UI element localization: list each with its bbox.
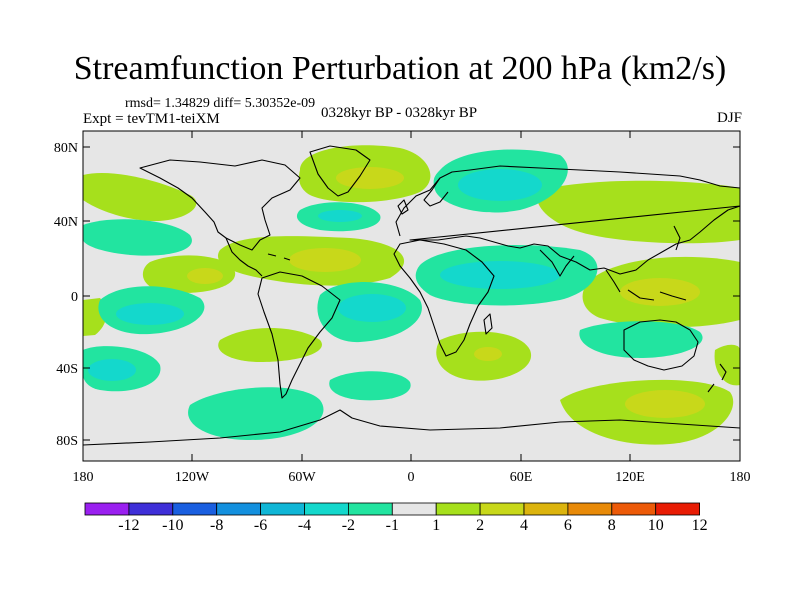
anomaly-positive-north-pacific xyxy=(83,172,197,222)
lat-label-80n: 80N xyxy=(54,141,78,156)
colorbar-box xyxy=(611,502,657,516)
lon-label-0: 0 xyxy=(408,470,415,485)
colorbar-label: 6 xyxy=(563,517,572,534)
colorbar-box xyxy=(216,502,261,516)
anomaly-positive-core-south-africa xyxy=(474,347,502,361)
period-label: 0328kyr BP - 0328kyr BP xyxy=(321,105,478,121)
colorbar-box xyxy=(655,502,701,516)
anomaly-positive-south-atlantic xyxy=(218,327,322,362)
coastline-north-america xyxy=(139,159,301,251)
coastline-central-america xyxy=(225,237,263,277)
colorbar-box xyxy=(435,502,481,516)
experiment-label: Expt = tevTM1-teiXM xyxy=(83,111,220,127)
field-layer xyxy=(83,131,740,461)
stats-text: rmsd= 1.34829 diff= 5.30352e-09 xyxy=(125,96,316,111)
anomaly-negative-core-tropical-pacific xyxy=(116,303,184,325)
coastline-india xyxy=(539,249,575,277)
anomaly-positive-far-southeast xyxy=(714,344,740,386)
coastlines xyxy=(83,145,740,446)
lat-label-80s: 80S xyxy=(56,434,78,449)
lon-label-180w: 180 xyxy=(73,470,94,485)
colorbar-label: -6 xyxy=(253,517,268,534)
lon-label-180e: 180 xyxy=(730,470,751,485)
colorbar-box xyxy=(347,502,393,516)
lon-label-120w: 120W xyxy=(175,470,210,485)
anomaly-positive-core-south-pacific xyxy=(625,390,705,418)
colorbar-box xyxy=(391,502,437,516)
anomaly-negative-core-africa-asia xyxy=(440,261,560,289)
colorbar-box xyxy=(523,502,569,516)
coastline-madagascar xyxy=(483,313,493,335)
colorbar-label: 4 xyxy=(520,517,528,534)
coastline-australia xyxy=(623,319,699,371)
lat-label-40n: 40N xyxy=(54,215,78,230)
coastline-antarctica xyxy=(83,409,740,446)
anomaly-negative-core-southwest-pacific xyxy=(88,359,136,381)
coastline-britain xyxy=(397,199,409,215)
anomaly-negative-core-north-atlantic xyxy=(318,210,362,222)
anomaly-negative-north-pacific xyxy=(83,219,192,256)
colorbar-label: 8 xyxy=(607,517,616,534)
lon-label-60e: 60E xyxy=(510,470,533,485)
colorbar-label: 1 xyxy=(432,517,441,534)
lat-ticks xyxy=(83,146,740,441)
anomaly-positive-core-central-pacific xyxy=(187,268,223,284)
coastline-caribbean xyxy=(267,253,291,261)
colorbar-box xyxy=(260,502,305,516)
coastline-africa xyxy=(393,239,495,357)
colorbar-box xyxy=(84,502,130,516)
coastline-scandinavia xyxy=(423,177,449,207)
colorbar-label: 2 xyxy=(476,517,485,534)
colorbar-box xyxy=(304,502,349,516)
coastline-southeast-asia xyxy=(605,269,687,301)
colorbar-box xyxy=(128,502,174,516)
anomaly-positive-core-north-atlantic xyxy=(336,167,404,189)
colorbar-label: 12 xyxy=(691,517,708,534)
coastline-eurasia xyxy=(395,165,740,275)
lon-label-60w: 60W xyxy=(288,470,316,485)
anomaly-positive-eurasia xyxy=(536,180,740,244)
colorbar-label: -1 xyxy=(385,517,399,534)
lon-ticks xyxy=(82,131,741,461)
colorbar-label: 10 xyxy=(647,517,664,534)
lon-labels: 180 120W 60W 0 60E 120E 180 xyxy=(73,470,751,485)
coastline-japan xyxy=(673,225,681,251)
anomaly-negative-core-south-atlantic xyxy=(338,294,406,322)
anomaly-negative-southeast-pacific xyxy=(329,371,411,401)
anomaly-negative-core-eurasia xyxy=(458,169,542,201)
lat-labels: 80N 40N 0 40S 80S xyxy=(54,141,78,449)
lon-label-120e: 120E xyxy=(615,470,645,485)
anomaly-negative-indian-ocean xyxy=(579,321,703,358)
figure-title: Streamfunction Perturbation at 200 hPa (… xyxy=(73,50,727,87)
colorbar-box xyxy=(567,502,613,516)
colorbar-box xyxy=(172,502,218,516)
anomaly-negative-southern-ocean xyxy=(188,387,324,440)
colorbar-label: -4 xyxy=(297,517,312,534)
colorbar-label: -10 xyxy=(162,517,184,534)
coastline-new-zealand xyxy=(707,363,727,393)
coastline-south-america xyxy=(257,271,341,399)
colorbar-label: -2 xyxy=(341,517,356,534)
coastline-greenland xyxy=(309,145,371,197)
season-label: DJF xyxy=(716,110,742,126)
anomaly-positive-core-tropical-atlantic xyxy=(289,248,361,272)
lat-label-eq: 0 xyxy=(71,290,78,305)
colorbar-box xyxy=(479,502,525,516)
colorbar-label: -8 xyxy=(210,517,224,534)
colorbar xyxy=(84,502,701,516)
colorbar-label: -12 xyxy=(118,517,140,534)
lat-label-40s: 40S xyxy=(56,362,78,377)
